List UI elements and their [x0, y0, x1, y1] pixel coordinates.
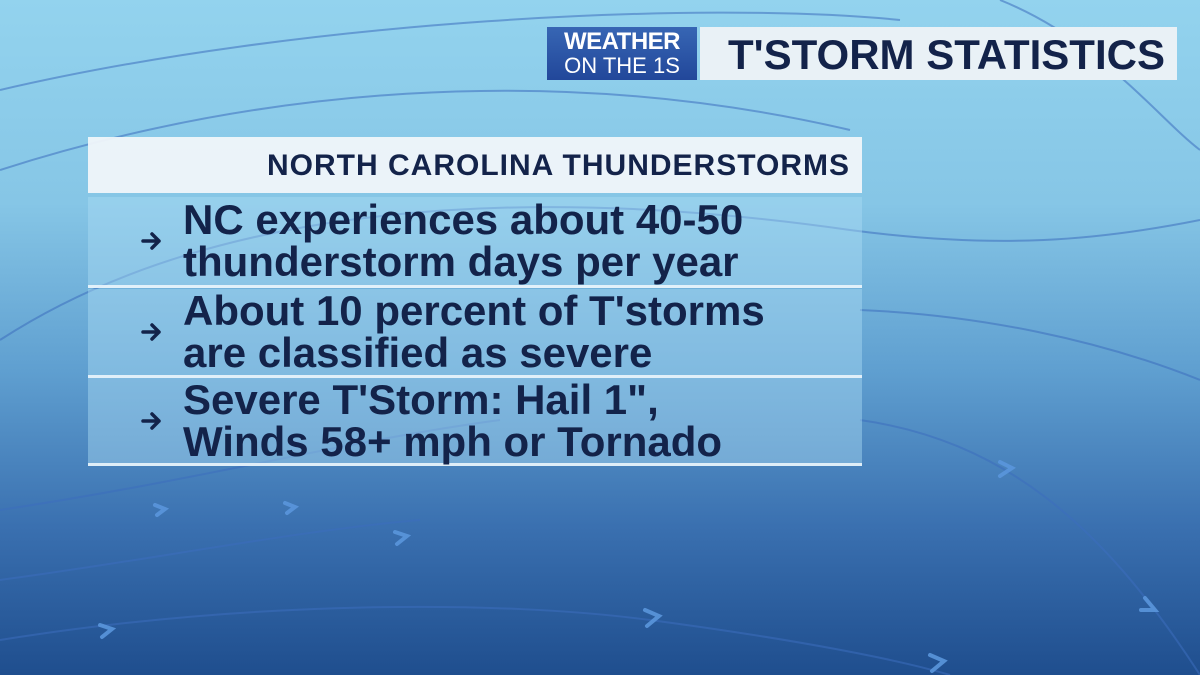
- panel-title: NORTH CAROLINA THUNDERSTORMS: [88, 137, 862, 193]
- header-title: T'STORM STATISTICS: [700, 27, 1177, 80]
- item-line: NC experiences about 40-50: [183, 196, 744, 243]
- item-line: About 10 percent of T'storms: [183, 287, 765, 334]
- item-line: thunderstorm days per year: [183, 238, 739, 285]
- logo-line: WEATHER: [563, 28, 681, 55]
- item: Severe T'Storm: Hail 1", Winds 58+ mph or…: [88, 378, 862, 466]
- bullet-arrow: [141, 323, 161, 341]
- logo-line: ON THE 1S: [564, 53, 680, 78]
- logo: WEATHER ON THE 1S: [547, 27, 697, 80]
- item: NC experiences about 40-50 thunderstorm d…: [88, 197, 862, 288]
- item-line: Severe T'Storm: Hail 1",: [183, 375, 659, 423]
- item-text: NC experiences about 40-50 thunderstorm d…: [183, 199, 743, 283]
- item-text: Severe T'Storm: Hail 1", Winds 58+ mph or…: [183, 375, 723, 465]
- bullet-arrow: [141, 411, 161, 430]
- item-text: About 10 percent of T'storms are classifi…: [183, 290, 765, 374]
- bullet-arrow: [141, 232, 161, 250]
- item: About 10 percent of T'storms are classifi…: [88, 289, 862, 378]
- item-line: are classified as severe: [183, 329, 653, 376]
- item-line: Winds 58+ mph or Tornado: [183, 417, 723, 465]
